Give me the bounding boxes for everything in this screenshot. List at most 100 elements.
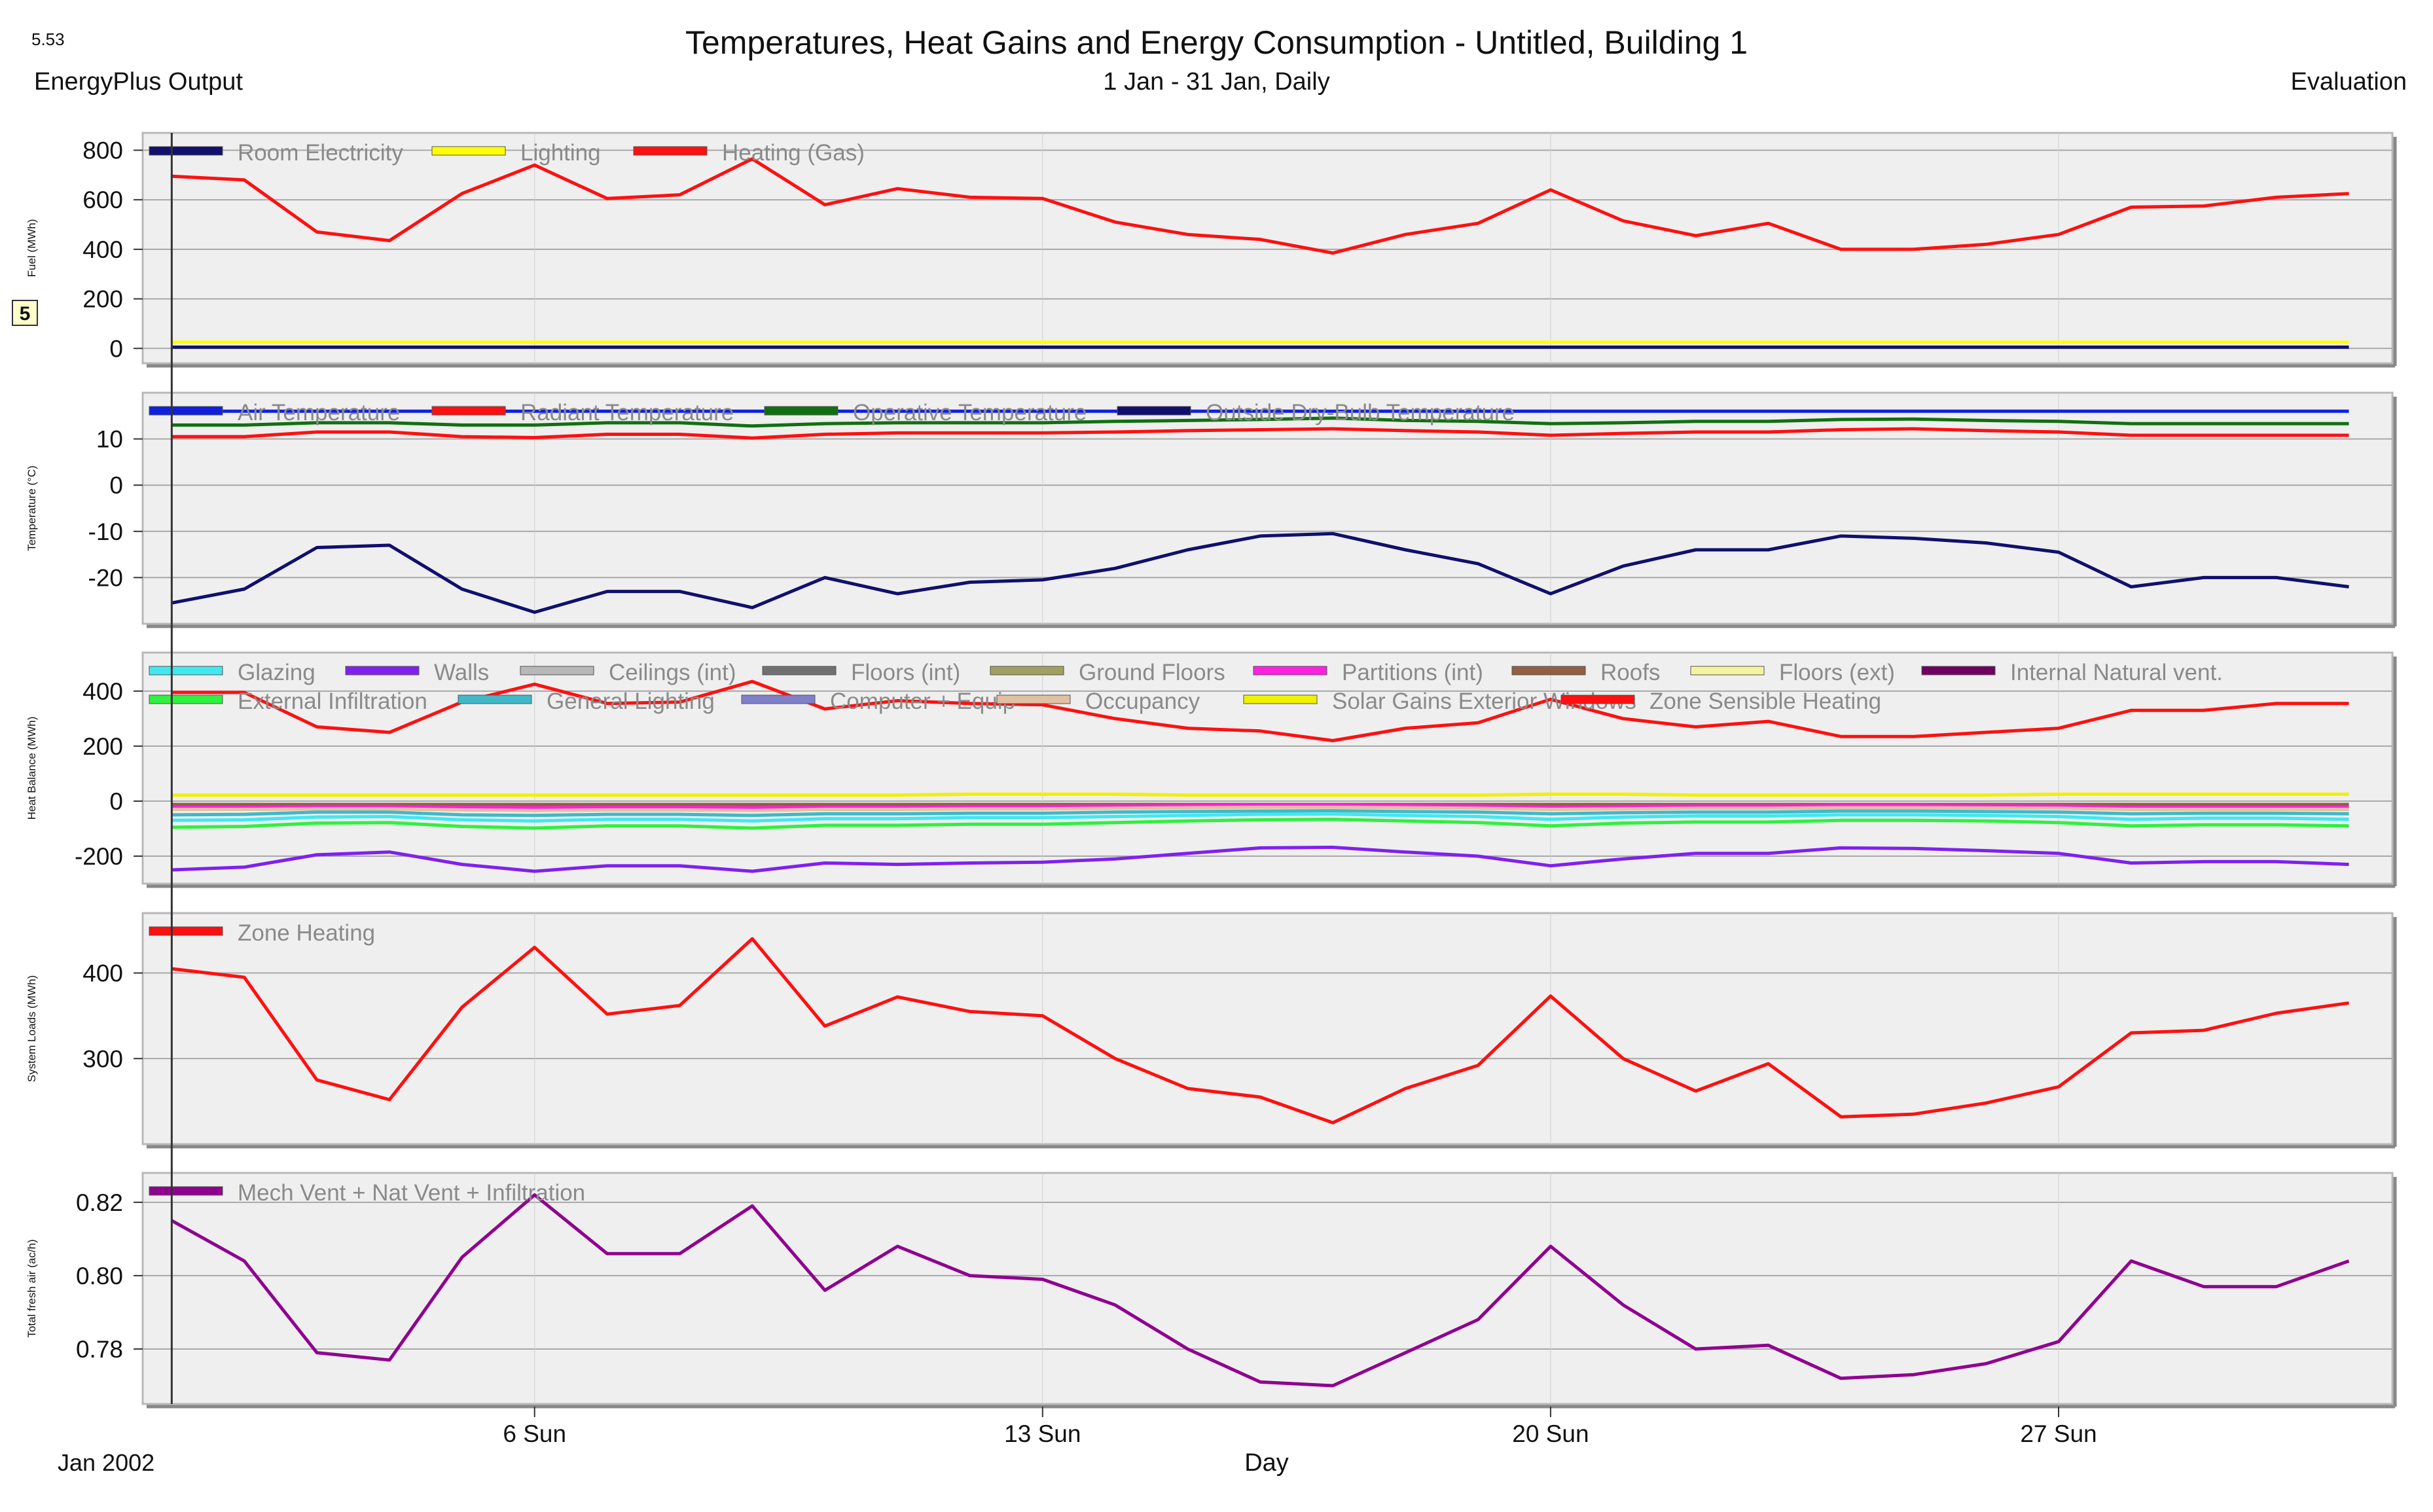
y-tick-label: 600: [82, 187, 123, 213]
x-start-label: Jan 2002: [58, 1449, 154, 1476]
legend-label: Mech Vent + Nat Vent + Infiltration: [238, 1180, 585, 1206]
legend-swatch: [520, 666, 594, 675]
legend-swatch: [1921, 666, 1996, 675]
legend-swatch: [996, 694, 1071, 704]
legend-label: Radiant Temperature: [520, 400, 734, 425]
mode-label: Evaluation: [2290, 68, 2407, 96]
chart-title: Temperatures, Heat Gains and Energy Cons…: [685, 24, 1748, 61]
chart-panel: 300 400 System Loads (MWh) Zone Heating: [26, 912, 2397, 1149]
plot-area: [141, 1172, 2394, 1405]
legend-label: Ceilings (int): [609, 660, 736, 685]
legend-label: Outside Dry-Bulb Temperature: [1206, 400, 1515, 425]
legend-swatch: [1243, 694, 1318, 704]
y-tick-label: 10: [96, 426, 123, 453]
x-tick-label: 6 Sun: [503, 1420, 566, 1447]
legend-label: Heating (Gas): [722, 140, 865, 166]
series-line: [171, 809, 2349, 818]
legend-label: Computer + Equip: [830, 689, 1015, 714]
y-tick-label: 200: [82, 733, 123, 760]
legend-label: Ground Floors: [1079, 660, 1225, 685]
legend-label: Occupancy: [1085, 689, 1200, 714]
legend-label: General Lighting: [547, 689, 715, 714]
series-line: [171, 818, 2349, 830]
y-tick-label: 400: [82, 678, 123, 705]
legend-label: Air Temperature: [238, 400, 400, 425]
series-line: [171, 846, 2349, 873]
x-axis-label: Day: [1244, 1449, 1289, 1477]
chart-panels: 0 200 400 600 800 Fuel (MWh) Room Electricity L…: [26, 132, 2397, 1409]
y-axis-label: Fuel (MWh): [26, 219, 38, 278]
y-tick-label: -20: [88, 564, 123, 591]
y-tick-label: -200: [75, 843, 123, 870]
x-tick-label: 20 Sun: [1512, 1420, 1589, 1447]
series-line: [171, 812, 2349, 823]
legend-label: Zone Sensible Heating: [1649, 689, 1881, 714]
y-axis-label: System Loads (MWh): [26, 975, 38, 1082]
legend-swatch: [149, 666, 223, 675]
legend-swatch: [990, 666, 1064, 675]
legend-swatch: [345, 666, 420, 675]
x-tick-label: 13 Sun: [1004, 1420, 1081, 1447]
y-tick-label: 400: [82, 960, 123, 987]
legend-swatch: [149, 406, 223, 416]
series-line: [171, 792, 2349, 797]
series-line: [171, 803, 2349, 810]
legend-swatch: [149, 1186, 223, 1196]
legend-label: Internal Natural vent.: [2010, 660, 2223, 685]
legend-swatch: [633, 146, 708, 156]
source-label: EnergyPlus Output: [34, 68, 243, 96]
legend-label: Partitions (int): [1342, 660, 1483, 685]
legend-swatch: [431, 406, 506, 416]
version-label: 5.53: [31, 29, 65, 49]
chart-panel: -20 -10 0 10 Temperature (°C) Air Temperature…: [26, 391, 2397, 628]
x-axis: 6 Sun 13 Sun 20 Sun 27 Sun: [503, 1407, 2097, 1447]
y-tick-label: 0: [109, 472, 123, 499]
series-line: [171, 416, 2349, 428]
legend-swatch: [1117, 406, 1191, 416]
legend-swatch: [764, 406, 838, 416]
legend-swatch: [149, 926, 223, 936]
y-tick-label: 0.80: [76, 1263, 123, 1289]
series-line: [171, 679, 2349, 742]
legend-label: Roofs: [1600, 660, 1660, 685]
legend-swatch: [741, 694, 816, 704]
plot-area: [141, 132, 2394, 365]
legend-label: External Infiltration: [238, 689, 427, 714]
y-tick-label: 0: [109, 788, 123, 815]
legend-swatch: [1560, 694, 1635, 704]
y-tick-label: 0.78: [76, 1336, 123, 1363]
legend-label: Floors (int): [851, 660, 960, 685]
y-tick-label: 0: [109, 335, 123, 362]
legend-swatch: [458, 694, 532, 704]
y-tick-label: 300: [82, 1045, 123, 1072]
y-axis-label: Total fresh air (ac/h): [26, 1239, 38, 1337]
legend-swatch: [149, 146, 223, 156]
y-axis-label: Temperature (°C): [26, 465, 38, 551]
chart-panel: 0 200 400 600 800 Fuel (MWh) Room Electricity L…: [26, 132, 2397, 368]
chart-panel: 0.78 0.80 0.82 Total fresh air (ac/h) Mech V…: [26, 1172, 2397, 1409]
legend-label: Room Electricity: [238, 140, 403, 166]
y-tick-label: 400: [82, 236, 123, 263]
legend-swatch: [1690, 666, 1765, 675]
y-axis-label: Heat Balance (MWh): [26, 717, 38, 820]
y-tick-label: 200: [82, 286, 123, 313]
series-line: [171, 427, 2349, 440]
period-label: 1 Jan - 31 Jan, Daily: [1103, 68, 1330, 96]
series-line: [171, 531, 2349, 614]
y-tick-label: 800: [82, 137, 123, 164]
legend-label: Zone Heating: [238, 920, 375, 946]
legend-swatch: [1511, 666, 1586, 675]
y-tick-label: -10: [88, 518, 123, 545]
legend-swatch: [762, 666, 837, 675]
x-tick-label: 27 Sun: [2020, 1420, 2097, 1447]
legend-swatch: [1253, 666, 1327, 675]
legend-label: Walls: [434, 660, 489, 685]
series-line: [171, 157, 2349, 255]
marker-box: 5: [12, 300, 38, 326]
legend-label: Floors (ext): [1779, 660, 1895, 685]
series-line: [171, 805, 2349, 812]
series-line: [171, 1193, 2350, 1388]
legend-label: Operative Temperature: [853, 400, 1087, 425]
legend-swatch: [431, 146, 506, 156]
